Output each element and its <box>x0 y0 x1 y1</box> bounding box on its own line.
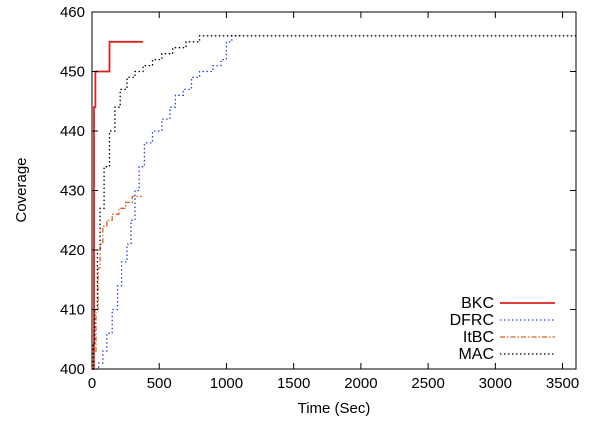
x-tick-label: 0 <box>88 375 96 392</box>
x-tick-label: 2000 <box>344 375 377 392</box>
y-tick-label: 430 <box>60 183 85 200</box>
legend-label-dfrc: DFRC <box>450 312 494 329</box>
axis-ticks: 0 500 1000 1500 2000 2500 3000 3500 400 410 420 430… <box>60 4 579 392</box>
series-line-mac <box>92 35 576 370</box>
legend-label-itbc: ItBC <box>463 329 494 346</box>
x-tick-label: 500 <box>147 375 172 392</box>
x-tick-label: 2500 <box>411 375 444 392</box>
series-line-dfrc <box>92 35 242 370</box>
plot-lines <box>92 35 576 370</box>
y-tick-label: 400 <box>60 361 85 378</box>
y-tick-label: 420 <box>60 242 85 259</box>
y-tick-label: 410 <box>60 302 85 319</box>
series-line-itbc <box>92 195 142 370</box>
y-tick-label: 450 <box>60 64 85 81</box>
x-tick-label: 3000 <box>479 375 512 392</box>
x-axis-title: Time (Sec) <box>298 400 371 417</box>
y-axis-title: Coverage <box>13 157 30 222</box>
series-line-bkc <box>92 40 144 370</box>
y-tick-label: 460 <box>60 4 85 21</box>
legend-label-mac: MAC <box>458 346 494 363</box>
x-tick-label: 3500 <box>546 375 579 392</box>
x-tick-label: 1000 <box>210 375 243 392</box>
plot-frame <box>91 11 577 370</box>
x-tick-label: 1500 <box>277 375 310 392</box>
legend-label-bkc: BKC <box>461 295 494 312</box>
y-tick-label: 440 <box>60 123 85 140</box>
